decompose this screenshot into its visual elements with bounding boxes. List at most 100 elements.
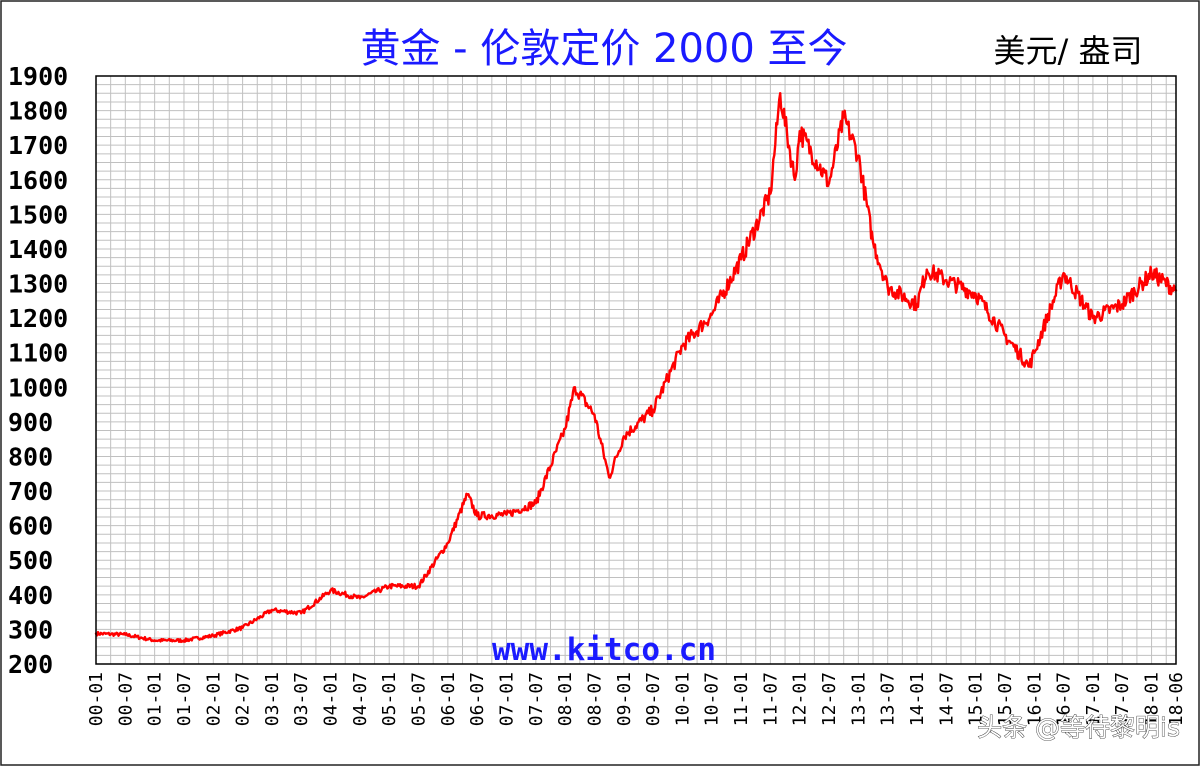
data-point bbox=[798, 130, 801, 133]
data-point bbox=[1121, 303, 1124, 306]
data-point bbox=[769, 192, 772, 195]
y-tick-label: 1900 bbox=[8, 62, 68, 91]
data-point bbox=[857, 154, 860, 157]
x-tick-label: 02-01 bbox=[203, 672, 224, 726]
data-point bbox=[945, 278, 948, 282]
x-tick-label: 06-01 bbox=[438, 672, 459, 726]
x-tick-label: 08-01 bbox=[555, 672, 576, 726]
data-point bbox=[681, 344, 684, 347]
x-tick-label: 07-01 bbox=[496, 672, 517, 726]
x-tick-label: 10-01 bbox=[672, 672, 693, 726]
data-point bbox=[329, 589, 332, 592]
data-point bbox=[842, 116, 845, 119]
data-point bbox=[212, 634, 215, 637]
x-tick-label: 03-01 bbox=[262, 672, 283, 726]
y-tick-label: 400 bbox=[8, 581, 53, 610]
data-point bbox=[417, 585, 420, 588]
x-tick-label: 18-06 bbox=[1166, 672, 1187, 726]
y-tick-label: 1400 bbox=[8, 235, 68, 264]
x-tick-label: 17-07 bbox=[1112, 672, 1133, 726]
x-tick-label: 17-01 bbox=[1083, 672, 1104, 726]
chart-unit: 美元/ 盎司 bbox=[994, 32, 1143, 70]
x-tick-label: 03-07 bbox=[291, 672, 312, 726]
watermark: www.kitco.cn bbox=[492, 632, 716, 668]
data-point bbox=[466, 493, 469, 496]
series-points bbox=[94, 92, 1178, 642]
x-tick-label: 01-01 bbox=[145, 672, 166, 726]
data-point bbox=[505, 513, 508, 516]
data-point bbox=[651, 408, 655, 411]
x-tick-label: 13-07 bbox=[878, 672, 899, 726]
data-point bbox=[300, 612, 303, 615]
x-tick-label: 01-07 bbox=[174, 672, 195, 726]
x-tick-label: 10-07 bbox=[702, 672, 723, 726]
y-tick-label: 600 bbox=[8, 512, 53, 541]
plot-frame bbox=[95, 75, 1177, 665]
x-tick-label: 11-01 bbox=[731, 672, 752, 726]
data-point bbox=[593, 413, 596, 417]
x-tick-label: 12-07 bbox=[819, 672, 840, 726]
x-axis-ticks: 00-01 00-07 01-01 01-07 02-01 02-07 03-01 03-07… bbox=[86, 672, 1187, 726]
y-tick-label: 1500 bbox=[8, 200, 68, 229]
x-tick-label: 15-07 bbox=[995, 672, 1016, 726]
x-tick-label: 07-07 bbox=[526, 672, 547, 726]
chart-title: 黄金 - 伦敦定价 2000 至今 bbox=[360, 26, 847, 72]
data-point bbox=[124, 633, 127, 636]
x-tick-label: 14-01 bbox=[907, 672, 928, 726]
y-tick-label: 1100 bbox=[8, 339, 68, 368]
y-tick-label: 500 bbox=[8, 546, 53, 575]
x-tick-label: 16-07 bbox=[1054, 672, 1075, 726]
data-point bbox=[388, 585, 391, 588]
data-point bbox=[779, 92, 782, 95]
y-tick-label: 1600 bbox=[8, 166, 68, 195]
x-tick-label: 00-01 bbox=[86, 672, 107, 726]
x-tick-label: 06-07 bbox=[467, 672, 488, 726]
y-axis-ticks: 1900 1800 1700 1600 1500 1400 1300 1200 1100 1000… bbox=[8, 62, 68, 679]
data-point bbox=[534, 502, 537, 505]
data-point bbox=[153, 639, 156, 642]
x-tick-label: 05-01 bbox=[379, 672, 400, 726]
y-tick-label: 1700 bbox=[8, 131, 68, 160]
data-point bbox=[563, 427, 567, 430]
x-tick-label: 00-07 bbox=[115, 672, 136, 726]
data-point bbox=[739, 258, 743, 261]
x-tick-label: 02-07 bbox=[233, 672, 254, 726]
y-tick-label: 200 bbox=[8, 650, 53, 679]
x-tick-label: 14-07 bbox=[936, 672, 957, 726]
y-tick-label: 1800 bbox=[8, 97, 68, 126]
data-point bbox=[358, 597, 362, 600]
y-tick-label: 1200 bbox=[8, 304, 68, 333]
y-tick-label: 300 bbox=[8, 615, 53, 644]
data-point bbox=[886, 285, 889, 289]
y-tick-label: 1300 bbox=[8, 270, 68, 299]
data-point bbox=[710, 313, 713, 316]
x-tick-label: 09-01 bbox=[614, 672, 635, 726]
data-point bbox=[1091, 316, 1095, 320]
y-tick-label: 800 bbox=[8, 442, 53, 471]
x-tick-label: 09-07 bbox=[643, 672, 664, 726]
credit-watermark: 头条 @等待黎明is bbox=[977, 713, 1180, 742]
series-line-gold-price bbox=[94, 92, 1177, 644]
data-point bbox=[270, 608, 274, 612]
x-tick-label: 18-01 bbox=[1142, 672, 1163, 726]
x-tick-label: 12-01 bbox=[790, 672, 811, 726]
data-point bbox=[793, 178, 796, 181]
x-tick-label: 08-07 bbox=[584, 672, 605, 726]
x-tick-label: 05-07 bbox=[409, 672, 430, 726]
data-point bbox=[1150, 272, 1153, 275]
grid-lines bbox=[95, 75, 1176, 665]
data-point bbox=[607, 476, 611, 479]
x-tick-label: 04-07 bbox=[350, 672, 371, 726]
data-point bbox=[1003, 334, 1007, 337]
data-point bbox=[622, 435, 625, 438]
x-tick-label: 16-01 bbox=[1024, 672, 1045, 726]
y-tick-label: 700 bbox=[8, 477, 53, 506]
data-point bbox=[871, 240, 875, 244]
data-point bbox=[182, 639, 186, 642]
data-point bbox=[1062, 272, 1065, 275]
x-tick-label: 04-01 bbox=[321, 672, 342, 726]
data-point bbox=[915, 303, 919, 306]
y-tick-label: 1000 bbox=[8, 373, 68, 402]
